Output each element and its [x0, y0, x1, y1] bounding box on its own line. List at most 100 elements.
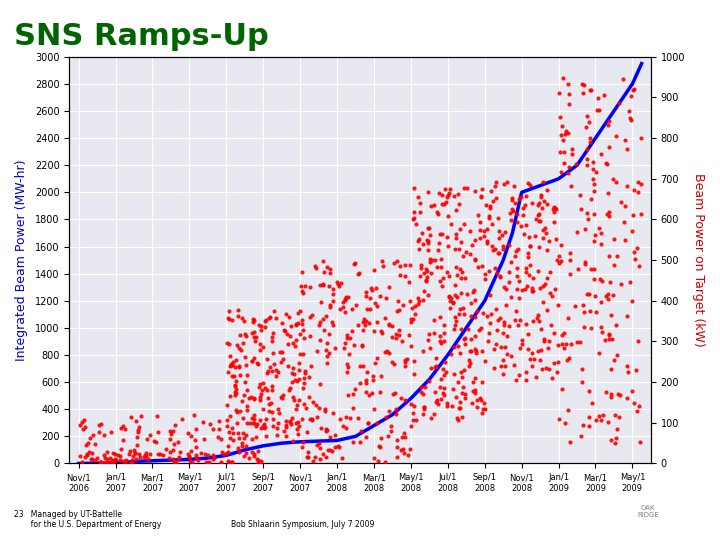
Point — [204, 458, 215, 467]
Point — [446, 401, 457, 410]
Point — [464, 226, 475, 235]
Point — [400, 358, 411, 367]
Point — [336, 453, 348, 462]
Point — [168, 457, 179, 465]
Point — [349, 384, 361, 393]
Point — [475, 193, 487, 201]
Point — [544, 267, 556, 276]
Point — [405, 315, 416, 323]
Point — [302, 453, 314, 462]
Point — [349, 259, 361, 268]
Point — [290, 319, 302, 328]
Point — [224, 315, 235, 323]
Point — [222, 367, 234, 376]
Point — [394, 325, 405, 334]
Point — [266, 382, 278, 390]
Point — [533, 211, 544, 219]
Point — [173, 453, 184, 461]
Point — [140, 451, 151, 460]
Point — [559, 419, 570, 428]
Text: Bob Shlaarin Symposium, July 7 2009: Bob Shlaarin Symposium, July 7 2009 — [230, 520, 374, 529]
Point — [93, 428, 104, 437]
Point — [533, 310, 544, 319]
Point — [434, 313, 446, 321]
Point — [508, 361, 519, 369]
Point — [458, 366, 469, 374]
Point — [267, 415, 279, 423]
Point — [585, 133, 596, 142]
Point — [248, 450, 259, 458]
Point — [348, 341, 360, 349]
Point — [523, 249, 534, 258]
Point — [402, 451, 413, 460]
Point — [606, 390, 617, 399]
Point — [359, 321, 371, 329]
Point — [500, 300, 511, 309]
Point — [338, 298, 349, 306]
Point — [457, 303, 469, 312]
Point — [469, 254, 481, 263]
Point — [353, 269, 364, 278]
Point — [254, 416, 266, 424]
Point — [577, 377, 588, 386]
Point — [215, 434, 227, 443]
Point — [241, 401, 253, 410]
Point — [356, 341, 367, 349]
Point — [96, 458, 107, 467]
Point — [498, 179, 510, 188]
Point — [264, 407, 275, 416]
Point — [595, 416, 606, 424]
Point — [386, 357, 397, 366]
Point — [292, 309, 304, 318]
Point — [321, 352, 333, 361]
Point — [258, 420, 270, 429]
Point — [283, 339, 294, 348]
Point — [292, 430, 304, 438]
Point — [243, 394, 255, 402]
Point — [284, 383, 296, 392]
Point — [405, 318, 417, 327]
Point — [533, 242, 544, 251]
Point — [382, 432, 393, 441]
Point — [603, 143, 615, 152]
Point — [585, 85, 596, 94]
Point — [360, 379, 372, 387]
Point — [441, 267, 453, 276]
Point — [127, 456, 138, 464]
Point — [467, 240, 478, 249]
Point — [522, 345, 534, 354]
Point — [232, 443, 243, 452]
Point — [524, 242, 536, 251]
Point — [566, 340, 577, 348]
Point — [433, 246, 444, 254]
Point — [584, 413, 595, 421]
Point — [302, 453, 313, 461]
Point — [600, 292, 612, 300]
Point — [513, 371, 524, 380]
Point — [341, 330, 353, 339]
Point — [523, 253, 534, 261]
Point — [354, 361, 366, 370]
Point — [535, 284, 546, 293]
Point — [526, 349, 538, 357]
Point — [435, 230, 446, 238]
Point — [572, 265, 584, 273]
Point — [549, 207, 560, 216]
Point — [483, 267, 495, 275]
Point — [404, 444, 415, 453]
Point — [297, 289, 309, 298]
Point — [326, 447, 338, 456]
Point — [134, 453, 145, 461]
Point — [310, 453, 321, 461]
Point — [634, 262, 645, 271]
Point — [234, 434, 246, 442]
Point — [341, 423, 352, 432]
Point — [610, 178, 621, 186]
Point — [566, 150, 577, 159]
Point — [302, 448, 313, 456]
Point — [372, 354, 383, 362]
Point — [248, 354, 260, 363]
Point — [238, 433, 250, 442]
Point — [612, 390, 624, 399]
Point — [438, 384, 449, 393]
